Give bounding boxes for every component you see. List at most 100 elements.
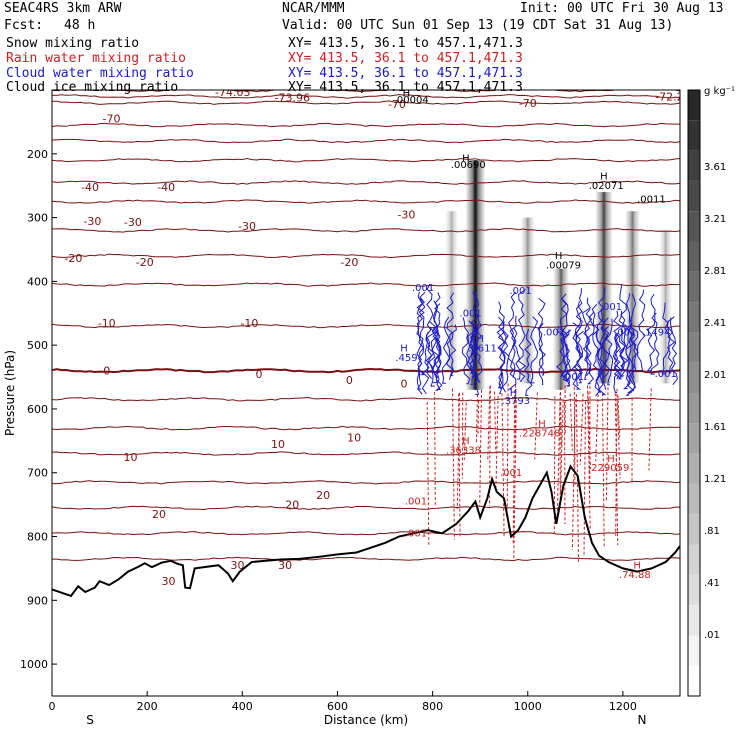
- field-name-snow: Snow mixing ratio: [6, 36, 140, 51]
- field-label: .001: [460, 308, 482, 319]
- south-label: S: [86, 713, 94, 727]
- x-tick-label: 1200: [609, 700, 637, 713]
- isotherm-label: 30: [231, 559, 245, 572]
- cloud-water-contour: [584, 308, 593, 376]
- field-label: .459: [395, 353, 417, 364]
- isotherm-label: -40: [81, 181, 99, 194]
- fcst-value: 48 h: [64, 18, 96, 33]
- field-label: .001: [405, 529, 427, 540]
- isotherm--70: [52, 100, 680, 105]
- isotherm-0: [52, 367, 680, 374]
- north-label: N: [637, 713, 646, 727]
- cloud-water-contour: [594, 330, 603, 393]
- cloud-water-contour: [496, 301, 506, 394]
- field-label: .02071: [589, 181, 624, 192]
- cloud-water-contour: [661, 302, 671, 375]
- y-tick-label: 500: [27, 339, 48, 352]
- colorbar: g kg⁻¹ 3.61 3.21 2.81 2.41 2.01 1.61 1.21 .81 .41…: [687, 86, 735, 697]
- valid-time: Valid: 00 UTC Sun 01 Sep 13 (19 CDT Sat …: [282, 18, 674, 33]
- field-label: .001: [405, 497, 427, 508]
- rain-contour: [579, 393, 584, 465]
- cloud-water-contour: [425, 283, 434, 372]
- field-xy-cloud-water: XY= 413.5, 36.1 to 457.1,471.3: [288, 66, 523, 81]
- field-label: .001: [600, 302, 622, 313]
- field-label: .00004: [394, 95, 429, 106]
- field-labels: H.00004H.00690H.02071.0011H.00079.001.00…: [394, 90, 677, 581]
- isotherm-label: -72.25: [655, 90, 690, 103]
- cloud-water-contour: [559, 293, 569, 381]
- colorbar-label: .81: [704, 526, 720, 537]
- isotherm-25: [52, 505, 680, 511]
- cloud-water-contour: [666, 316, 676, 374]
- cloud-water-contour: [628, 293, 637, 392]
- field-label: H: [400, 344, 408, 355]
- snow-column: [595, 192, 613, 384]
- colorbar-segment: [688, 605, 700, 636]
- snow-column: [552, 268, 570, 390]
- field-label: .3611: [468, 344, 497, 355]
- isotherm-5: [52, 397, 680, 402]
- cloud-water-contour: [601, 317, 610, 390]
- isotherm-label: 20: [285, 499, 299, 512]
- cloud-water-contour: [428, 320, 438, 384]
- isotherm--15: [52, 253, 680, 259]
- colorbar-segment: [688, 362, 700, 393]
- field-xy-cloud-ice: XY= 413.5, 36.1 to 457.1,471.3: [288, 80, 523, 95]
- colorbar-segment: [688, 393, 700, 424]
- cloud-water-contour: [650, 312, 660, 375]
- org-name: NCAR/MMM: [282, 1, 345, 16]
- cloud-water-contour: [529, 316, 539, 384]
- cloud-water-contour: [432, 300, 441, 378]
- colorbar-segment: [688, 211, 700, 242]
- colorbar-label: 1.21: [704, 474, 726, 485]
- field-label: H: [462, 436, 470, 447]
- rain-contour: [560, 399, 564, 493]
- rain-contours: [426, 383, 652, 562]
- cloud-water-contour: [575, 330, 584, 373]
- cloud-water-contour: [618, 310, 627, 378]
- isotherm-label: 0: [103, 365, 110, 378]
- rain-contour: [475, 394, 478, 444]
- rain-contour: [564, 402, 566, 525]
- y-tick-label: 200: [27, 148, 48, 161]
- cloud-water-contour: [513, 327, 521, 380]
- x-tick-label: 0: [49, 700, 56, 713]
- isotherm-label: -30: [238, 220, 256, 233]
- colorbar-segment: [688, 90, 700, 121]
- isotherm-label: -70: [102, 113, 120, 126]
- field-label: H: [633, 560, 641, 571]
- cloud-water-contour: [509, 315, 517, 378]
- field-label: .001: [543, 328, 565, 339]
- colorbar-segment: [688, 120, 700, 151]
- field-label: .229059: [588, 463, 629, 474]
- colorbar-label: .01: [704, 630, 720, 641]
- field-xy-snow: XY= 413.5, 36.1 to 457.1,471.3: [288, 36, 523, 51]
- field-label: H: [476, 334, 484, 345]
- isotherm-label: -10: [240, 317, 258, 330]
- isotherm-15: [52, 451, 680, 456]
- colorbar-segment: [688, 514, 700, 545]
- rain-contour: [648, 388, 652, 471]
- field-label: H: [538, 419, 546, 430]
- colorbar-segment: [688, 271, 700, 303]
- isotherm-label: 0: [255, 368, 262, 381]
- field-label: .00690: [451, 160, 486, 171]
- cloud-water-contour: [507, 291, 517, 390]
- isotherm--40: [52, 157, 680, 163]
- y-tick-label: 300: [27, 212, 48, 225]
- isotherm-label: -40: [157, 181, 175, 194]
- snow-column: [465, 160, 486, 390]
- isotherm-label: -20: [340, 256, 358, 269]
- colorbar-label: 2.41: [704, 318, 726, 329]
- colorbar-segment: [688, 423, 700, 454]
- colorbar-segment: [688, 302, 700, 333]
- cloud-water-contour: [461, 317, 471, 385]
- field-name-rain: Rain water mixing ratio: [6, 51, 187, 66]
- cloud-water-contour: [434, 325, 442, 373]
- field-label: .36338: [446, 446, 481, 457]
- rain-contour: [571, 399, 576, 550]
- colorbar-label: 1.61: [704, 422, 726, 433]
- cloud-water-contour: [571, 322, 581, 390]
- cloud-water-contour: [581, 297, 591, 380]
